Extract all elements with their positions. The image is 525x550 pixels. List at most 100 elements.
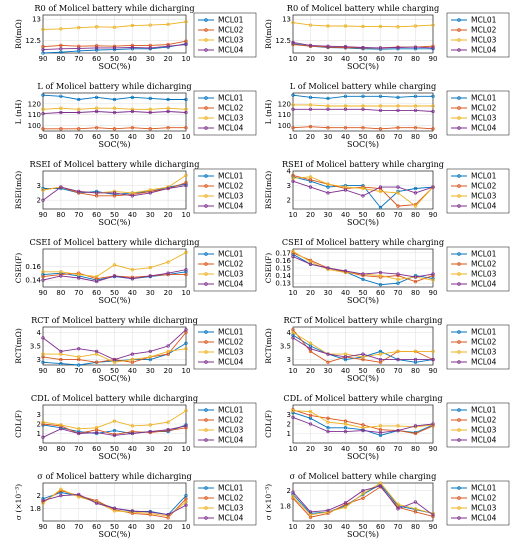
x-tick-label: 40: [341, 445, 350, 453]
x-tick-label: 70: [394, 367, 403, 375]
data-point: [361, 186, 365, 191]
data-point: [148, 107, 152, 111]
data-point: [41, 422, 45, 426]
data-point: [431, 185, 435, 189]
y-tick-label: 2: [37, 492, 41, 500]
legend-marker: [204, 360, 208, 364]
data-point: [291, 179, 295, 183]
data-point: [94, 501, 99, 505]
data-point: [77, 492, 81, 497]
data-point: [413, 186, 418, 191]
chart-title: CSEI of Molicel battery while charging: [282, 237, 444, 247]
data-point: [41, 360, 45, 364]
x-tick-label: 10: [182, 55, 191, 63]
x-tick-label: 30: [146, 133, 155, 141]
x-tick-label: 30: [146, 211, 155, 219]
data-point: [361, 488, 365, 493]
series-line-mcl04: [42, 111, 187, 115]
data-point: [94, 109, 99, 114]
data-point: [361, 94, 365, 98]
data-point: [308, 341, 313, 345]
legend-label: MCL02: [471, 182, 497, 191]
x-tick-label: 20: [306, 133, 315, 141]
data-point: [184, 250, 188, 255]
data-point: [396, 429, 400, 433]
x-tick-label: 40: [341, 367, 350, 375]
data-point: [326, 126, 330, 130]
data-point: [308, 262, 313, 266]
legend-marker: [204, 418, 208, 422]
data-point: [77, 107, 81, 111]
chart-title: CDL of Molicel battery while charging: [283, 393, 442, 403]
data-point: [396, 424, 400, 428]
subplot-4: L of Molicel battery while charging 10 20 3…: [264, 81, 510, 149]
x-axis-label: SOC(%): [98, 62, 130, 71]
y-axis-label: CDL(F): [264, 410, 273, 438]
data-point: [343, 126, 348, 130]
data-point: [396, 349, 400, 354]
legend-label: MCL04: [218, 514, 244, 523]
legend-marker: [204, 282, 208, 286]
data-point: [378, 430, 383, 435]
y-axis-label: RSEI(mΩ): [264, 171, 273, 209]
x-tick-label: 70: [74, 133, 83, 141]
x-tick-label: 10: [182, 133, 191, 141]
data-point: [413, 280, 418, 284]
subplot-3: L of Molicel battery while dicharging 90 8…: [14, 81, 257, 149]
data-point: [130, 107, 135, 111]
x-tick-label: 60: [92, 445, 101, 453]
data-point: [431, 109, 435, 114]
data-point: [308, 510, 313, 514]
data-point: [166, 106, 170, 110]
data-point: [94, 48, 99, 52]
legend-marker: [204, 516, 208, 520]
x-tick-label: 50: [110, 211, 119, 219]
data-point: [361, 277, 365, 282]
legend-label: MCL01: [471, 484, 497, 493]
series-line-mcl02: [42, 40, 187, 48]
legend-marker: [204, 106, 208, 110]
x-tick-label: 40: [128, 523, 137, 531]
x-tick-label: 70: [394, 133, 403, 141]
x-tick-label: 10: [182, 211, 191, 219]
data-point: [130, 109, 135, 114]
series-line-mcl03: [42, 488, 187, 517]
data-point: [378, 484, 383, 488]
data-point: [413, 104, 418, 108]
x-tick-label: 40: [128, 133, 137, 141]
data-point: [343, 188, 348, 192]
legend-marker: [204, 194, 208, 198]
series-line-mcl04: [292, 485, 434, 516]
x-tick-label: 20: [164, 211, 173, 219]
data-point: [291, 20, 295, 25]
x-tick-label: 20: [306, 367, 315, 375]
data-point: [396, 95, 400, 99]
data-point: [184, 126, 188, 130]
data-point: [112, 25, 117, 29]
data-point: [378, 357, 383, 362]
x-tick-label: 50: [110, 445, 119, 453]
data-point: [41, 107, 45, 111]
legend-marker: [204, 506, 208, 510]
chart-title: RCT of Molicel battery while dicharging: [31, 315, 198, 325]
data-point: [343, 355, 348, 359]
data-point: [291, 40, 295, 45]
series-line-mcl02: [292, 409, 434, 434]
legend-label: MCL04: [218, 436, 244, 445]
data-point: [94, 25, 99, 29]
series-line-mcl04: [292, 180, 434, 197]
data-point: [112, 357, 117, 362]
data-point: [308, 125, 313, 129]
legend-label: MCL02: [218, 494, 244, 503]
series-line-mcl03: [293, 104, 433, 107]
data-point: [308, 513, 313, 517]
legend-label: MCL03: [218, 192, 244, 201]
legend-marker: [204, 496, 208, 500]
y-tick-label: 3: [37, 356, 41, 364]
y-axis-label: σ (×10⁻³): [264, 484, 273, 520]
x-tick-label: 80: [411, 55, 420, 63]
